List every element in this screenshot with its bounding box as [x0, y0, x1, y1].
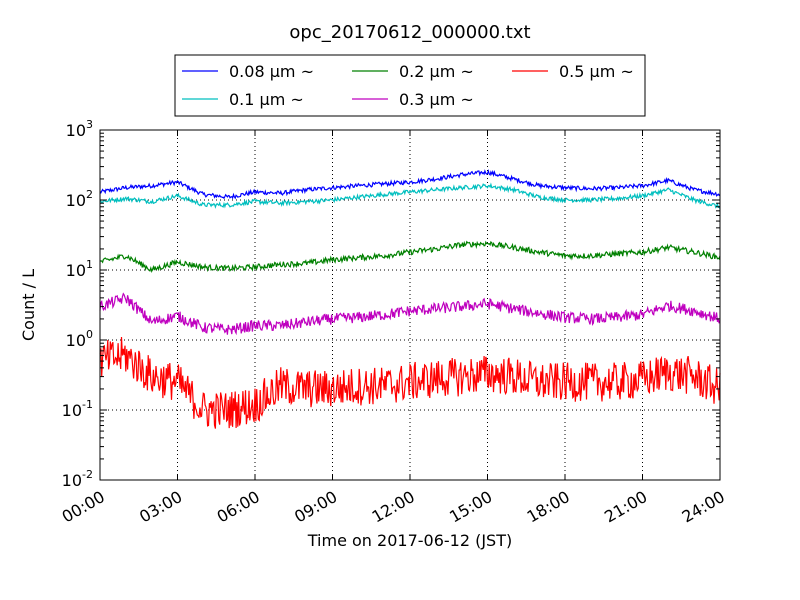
series-line-1 — [99, 182, 721, 209]
series-lines — [99, 168, 721, 429]
x-tick-label: 00:00 — [59, 487, 108, 527]
legend-label: 0.5 μm ~ — [559, 62, 634, 81]
series-line-4 — [99, 336, 721, 429]
legend-label: 0.2 μm ~ — [399, 62, 474, 81]
series-line-0 — [99, 168, 721, 200]
x-tick-label: 21:00 — [601, 487, 650, 527]
legend-entry: 0.3 μm ~ — [352, 90, 474, 109]
y-tick-label: 102 — [66, 188, 93, 210]
y-axis-label: Count / L — [19, 269, 38, 341]
x-tick-label: 12:00 — [369, 487, 418, 527]
legend-entry: 0.08 μm ~ — [182, 62, 314, 81]
legend-label: 0.08 μm ~ — [229, 62, 314, 81]
x-tick-label: 03:00 — [136, 487, 185, 527]
x-tick-label: 15:00 — [446, 487, 495, 527]
legend-entry: 0.5 μm ~ — [512, 62, 634, 81]
x-tick-label: 09:00 — [291, 487, 340, 527]
x-tick-label: 06:00 — [214, 487, 263, 527]
legend-label: 0.3 μm ~ — [399, 90, 474, 109]
legend-entry: 0.1 μm ~ — [182, 90, 304, 109]
axis-ticks: 00:00 03:00 06:00 09:00 12:00 15:00 18:00 21:00… — [59, 118, 728, 527]
legend: 0.08 μm ~ 0.1 μm ~ 0.2 μm ~ 0.3 μm ~ 0.5 μm … — [174, 54, 646, 117]
series-line-2 — [100, 240, 721, 273]
y-tick-label: 103 — [66, 118, 93, 140]
series-line-3 — [99, 292, 721, 336]
x-tick-label: 18:00 — [524, 487, 573, 527]
x-axis-label: Time on 2017-06-12 (JST) — [307, 531, 512, 550]
x-tick-label: 24:00 — [679, 487, 728, 527]
y-tick-label: 100 — [66, 328, 93, 350]
chart-title: opc_20170612_000000.txt — [289, 22, 530, 43]
legend-entry: 0.2 μm ~ — [352, 62, 474, 81]
y-tick-label: 101 — [66, 258, 93, 280]
y-tick-label: 10-1 — [62, 398, 93, 420]
y-tick-label: 10-2 — [62, 468, 93, 490]
legend-label: 0.1 μm ~ — [229, 90, 304, 109]
legend-box — [174, 54, 646, 117]
